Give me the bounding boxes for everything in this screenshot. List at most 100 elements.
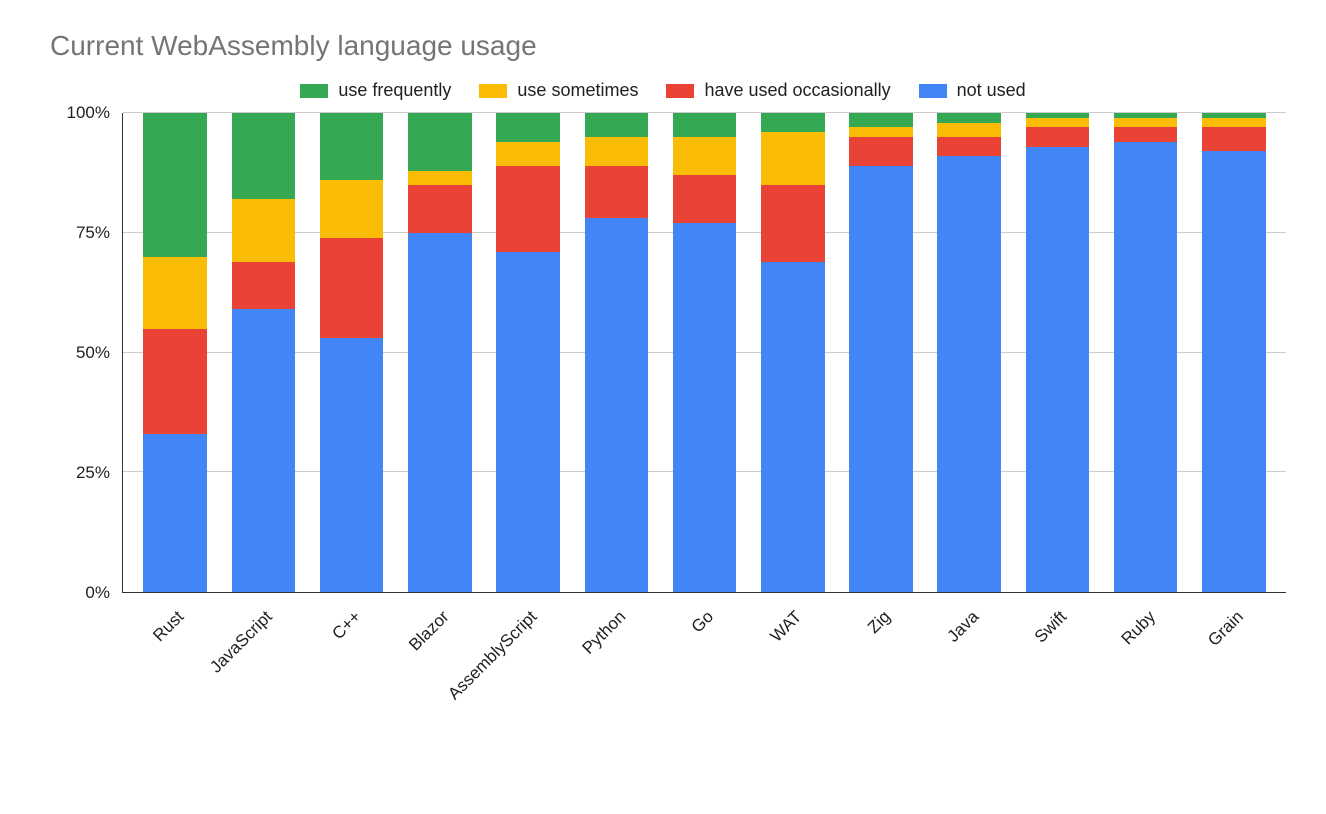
bar-segment-use-frequently	[232, 113, 296, 199]
bar-slot	[837, 113, 925, 592]
bar	[232, 113, 296, 592]
x-label: Python	[578, 607, 630, 659]
bar	[585, 113, 649, 592]
bar	[1202, 113, 1266, 592]
bar	[1026, 113, 1090, 592]
bar-segment-use-sometimes	[937, 123, 1001, 137]
bar-segment-not-used	[1114, 142, 1178, 592]
chart-legend: use frequently use sometimes have used o…	[40, 80, 1286, 101]
bar	[320, 113, 384, 592]
bar-segment-have-used-occasionally	[1202, 127, 1266, 151]
bar-segment-use-frequently	[320, 113, 384, 180]
bar-segment-not-used	[937, 156, 1001, 592]
x-label: Go	[688, 607, 718, 637]
x-label: C++	[328, 607, 365, 644]
legend-swatch	[919, 84, 947, 98]
bar-segment-use-frequently	[408, 113, 472, 170]
x-label: Rust	[149, 607, 188, 646]
bar	[496, 113, 560, 592]
bar-slot	[219, 113, 307, 592]
x-label: Java	[944, 607, 984, 647]
y-tick: 25%	[76, 463, 110, 483]
bar-segment-not-used	[585, 218, 649, 592]
bar-slot	[131, 113, 219, 592]
legend-item-have-used-occasionally: have used occasionally	[666, 80, 890, 101]
bar	[143, 113, 207, 592]
bar	[849, 113, 913, 592]
bar-segment-have-used-occasionally	[1114, 127, 1178, 141]
bar-segment-have-used-occasionally	[232, 262, 296, 310]
bar-slot	[484, 113, 572, 592]
legend-label: use frequently	[338, 80, 451, 101]
y-tick: 100%	[67, 103, 110, 123]
x-label: WAT	[767, 607, 807, 647]
bar-segment-use-frequently	[761, 113, 825, 132]
bars-container	[123, 113, 1286, 592]
bar-segment-use-frequently	[496, 113, 560, 142]
legend-item-use-frequently: use frequently	[300, 80, 451, 101]
bar-slot	[925, 113, 1013, 592]
bar-segment-use-sometimes	[849, 127, 913, 137]
bar-segment-use-frequently	[849, 113, 913, 127]
bar-segment-not-used	[673, 223, 737, 592]
bar-segment-have-used-occasionally	[1026, 127, 1090, 146]
bar-segment-use-sometimes	[232, 199, 296, 261]
x-label: Grain	[1205, 607, 1249, 651]
bar-slot	[1013, 113, 1101, 592]
legend-item-use-sometimes: use sometimes	[479, 80, 638, 101]
bar-segment-use-sometimes	[673, 137, 737, 175]
legend-label: not used	[957, 80, 1026, 101]
bar-slot	[572, 113, 660, 592]
bar-segment-not-used	[496, 252, 560, 592]
y-axis: 0% 25% 50% 75% 100%	[40, 113, 122, 593]
bar	[1114, 113, 1178, 592]
legend-swatch	[666, 84, 694, 98]
y-tick: 0%	[85, 583, 110, 603]
bar-slot	[1102, 113, 1190, 592]
bar-segment-have-used-occasionally	[849, 137, 913, 166]
x-label: Swift	[1031, 607, 1071, 647]
bar-segment-use-sometimes	[761, 132, 825, 185]
bar-segment-use-frequently	[673, 113, 737, 137]
bar-segment-have-used-occasionally	[320, 238, 384, 339]
y-tick: 50%	[76, 343, 110, 363]
legend-swatch	[300, 84, 328, 98]
bar-segment-use-sometimes	[585, 137, 649, 166]
bar-segment-use-frequently	[585, 113, 649, 137]
plot-area	[122, 113, 1286, 593]
bar	[761, 113, 825, 592]
bar-segment-not-used	[143, 434, 207, 592]
y-tick: 75%	[76, 223, 110, 243]
bar-segment-not-used	[849, 166, 913, 592]
bar-segment-use-frequently	[143, 113, 207, 257]
x-label: Zig	[864, 607, 895, 638]
bar-segment-not-used	[320, 338, 384, 592]
bar-segment-not-used	[1026, 147, 1090, 592]
bar-slot	[307, 113, 395, 592]
legend-label: use sometimes	[517, 80, 638, 101]
bar	[937, 113, 1001, 592]
bar-segment-use-sometimes	[1026, 118, 1090, 128]
bar-segment-have-used-occasionally	[937, 137, 1001, 156]
chart-area: 0% 25% 50% 75% 100% RustJavaScriptC++Bla…	[40, 113, 1286, 713]
bar-segment-use-sometimes	[320, 180, 384, 237]
bar-segment-have-used-occasionally	[496, 166, 560, 252]
bar-segment-use-sometimes	[496, 142, 560, 166]
bar-slot	[660, 113, 748, 592]
legend-label: have used occasionally	[704, 80, 890, 101]
x-label: AssemblyScript	[445, 607, 542, 704]
x-label: Ruby	[1118, 607, 1160, 649]
bar-segment-have-used-occasionally	[673, 175, 737, 223]
bar	[673, 113, 737, 592]
bar-segment-have-used-occasionally	[761, 185, 825, 262]
bar-segment-not-used	[408, 233, 472, 592]
bar-segment-have-used-occasionally	[408, 185, 472, 233]
bar-slot	[1190, 113, 1278, 592]
legend-item-not-used: not used	[919, 80, 1026, 101]
bar-segment-not-used	[1202, 151, 1266, 592]
bar-segment-have-used-occasionally	[143, 329, 207, 434]
bar-segment-use-sometimes	[1114, 118, 1178, 128]
bar-slot	[396, 113, 484, 592]
bar-segment-use-sometimes	[408, 171, 472, 185]
bar	[408, 113, 472, 592]
